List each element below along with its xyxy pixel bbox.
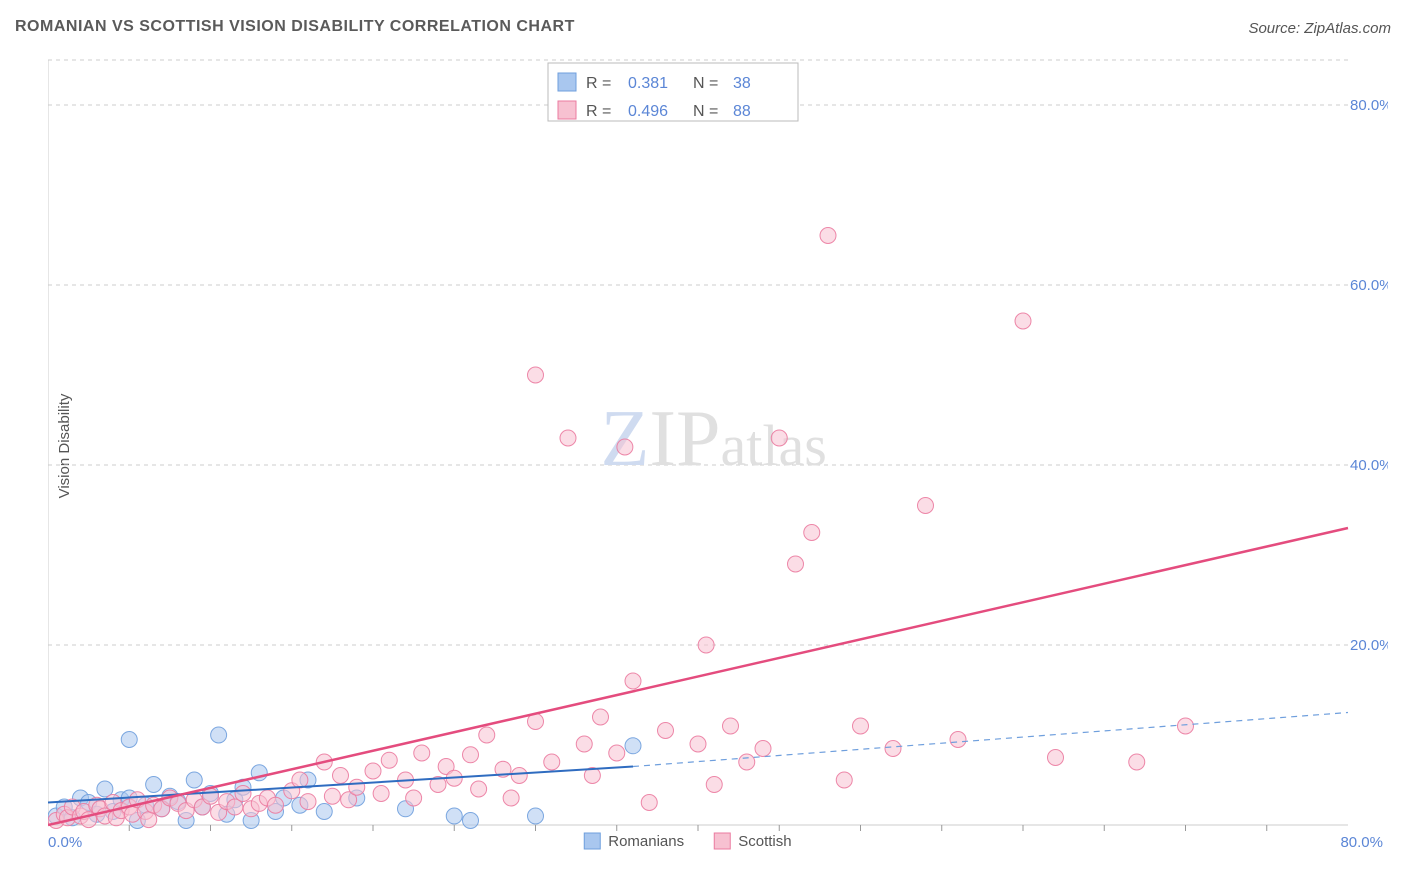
data-point — [609, 745, 625, 761]
legend-r-value: 0.381 — [628, 75, 668, 92]
data-point — [804, 525, 820, 541]
watermark: ZIPatlas — [601, 395, 827, 483]
legend-swatch — [558, 101, 576, 119]
data-point — [406, 790, 422, 806]
bottom-legend-label: Romanians — [608, 833, 684, 850]
data-point — [918, 498, 934, 514]
data-point — [658, 723, 674, 739]
data-point — [593, 709, 609, 725]
data-point — [950, 732, 966, 748]
legend-r-label: R = — [586, 103, 611, 120]
data-point — [235, 786, 251, 802]
data-point — [528, 367, 544, 383]
data-point — [528, 808, 544, 824]
chart-title: ROMANIAN VS SCOTTISH VISION DISABILITY C… — [15, 18, 575, 36]
data-point — [544, 754, 560, 770]
source-credit: Source: ZipAtlas.com — [1248, 20, 1391, 37]
y-tick-label: 60.0% — [1350, 277, 1388, 294]
data-point — [1048, 750, 1064, 766]
data-point — [300, 794, 316, 810]
chart-plot-area: 20.0% 40.0% 60.0% 80.0% 0.0% 80.0% ZIPatlas R =… — [48, 55, 1388, 855]
data-point — [503, 790, 519, 806]
data-point — [414, 745, 430, 761]
data-point — [1129, 754, 1145, 770]
data-point — [1178, 718, 1194, 734]
data-point — [373, 786, 389, 802]
data-point — [560, 430, 576, 446]
data-point — [836, 772, 852, 788]
data-point — [268, 797, 284, 813]
data-point — [446, 808, 462, 824]
data-point — [146, 777, 162, 793]
data-point — [316, 804, 332, 820]
bottom-legend-label: Scottish — [738, 833, 791, 850]
data-point — [463, 813, 479, 829]
legend-n-value: 38 — [733, 75, 751, 92]
data-point — [690, 736, 706, 752]
data-point — [625, 673, 641, 689]
data-point — [186, 772, 202, 788]
chart-container: ROMANIAN VS SCOTTISH VISION DISABILITY C… — [0, 0, 1406, 892]
data-point — [324, 788, 340, 804]
data-point — [333, 768, 349, 784]
data-point — [203, 788, 219, 804]
legend-n-label: N = — [693, 103, 718, 120]
bottom-legend-swatch — [584, 833, 600, 849]
data-point — [755, 741, 771, 757]
data-point — [820, 228, 836, 244]
x-tick-label: 80.0% — [1340, 834, 1383, 851]
data-point — [141, 812, 157, 828]
legend-r-value: 0.496 — [628, 103, 668, 120]
data-point — [641, 795, 657, 811]
data-point — [706, 777, 722, 793]
data-point — [625, 738, 641, 754]
legend-swatch — [558, 73, 576, 91]
chart-svg: 20.0% 40.0% 60.0% 80.0% 0.0% 80.0% ZIPatlas R =… — [48, 55, 1388, 855]
data-point — [121, 732, 137, 748]
trend-line — [48, 528, 1348, 825]
legend-r-label: R = — [586, 75, 611, 92]
y-tick-label: 40.0% — [1350, 457, 1388, 474]
legend-n-label: N = — [693, 75, 718, 92]
data-point — [349, 779, 365, 795]
data-point — [853, 718, 869, 734]
y-tick-label: 20.0% — [1350, 637, 1388, 654]
data-point — [698, 637, 714, 653]
data-point — [365, 763, 381, 779]
legend-n-value: 88 — [733, 103, 751, 120]
data-point — [739, 754, 755, 770]
data-point — [471, 781, 487, 797]
bottom-legend-swatch — [714, 833, 730, 849]
data-point — [211, 727, 227, 743]
data-point — [576, 736, 592, 752]
data-point — [463, 747, 479, 763]
data-point — [292, 772, 308, 788]
data-point — [885, 741, 901, 757]
data-point — [381, 752, 397, 768]
data-point — [617, 439, 633, 455]
data-point — [479, 727, 495, 743]
data-point — [723, 718, 739, 734]
y-tick-label: 80.0% — [1350, 97, 1388, 114]
data-point — [511, 768, 527, 784]
data-point — [1015, 313, 1031, 329]
data-point — [788, 556, 804, 572]
data-point — [771, 430, 787, 446]
x-tick-label: 0.0% — [48, 834, 82, 851]
